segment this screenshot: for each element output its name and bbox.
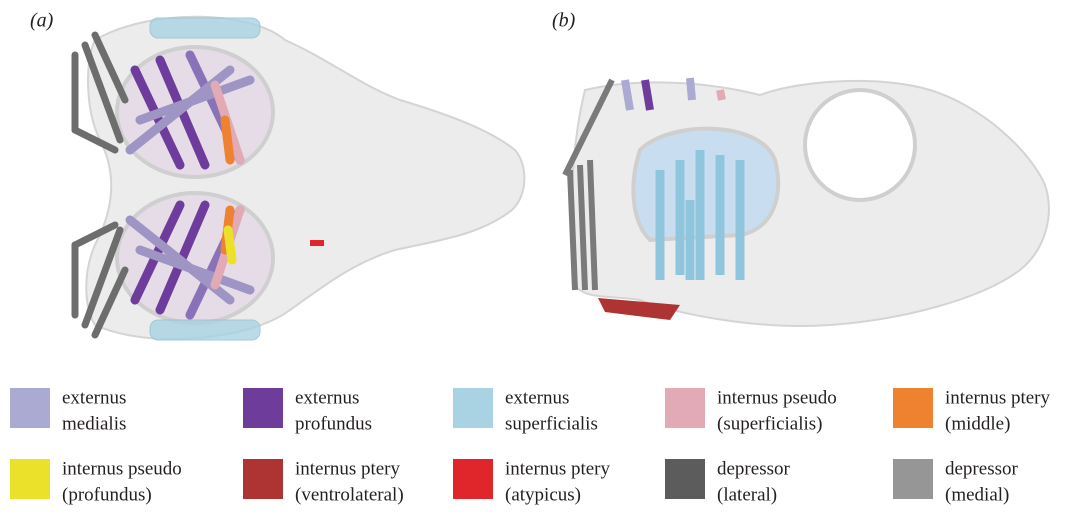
legend-swatch xyxy=(893,459,933,499)
skull-dorsal xyxy=(75,17,524,340)
figure: (a) (b) xyxy=(0,0,1080,512)
legend-label: (atypicus) xyxy=(505,484,581,505)
legend-label: (ventrolateral) xyxy=(295,484,404,505)
legend-swatch xyxy=(665,388,705,428)
legend-swatch xyxy=(665,459,705,499)
legend-label: profundus xyxy=(295,413,372,434)
legend-swatch xyxy=(243,388,283,428)
legend-label: internus ptery xyxy=(945,387,1051,408)
legend-label: (lateral) xyxy=(717,484,777,505)
skull-lateral xyxy=(565,78,1049,326)
legend-label: externus xyxy=(505,387,569,408)
legend-label: internus ptery xyxy=(295,458,401,479)
legend-swatch xyxy=(893,388,933,428)
legend-swatch xyxy=(10,459,50,499)
legend-label: medialis xyxy=(62,413,126,434)
legend-swatch xyxy=(243,459,283,499)
legend-swatch xyxy=(453,388,493,428)
legend-swatch xyxy=(10,388,50,428)
legend-label: superficialis xyxy=(505,413,598,434)
panel-label: (a) xyxy=(30,10,54,32)
legend-label: (profundus) xyxy=(62,484,152,505)
legend-label: depressor xyxy=(717,458,790,479)
legend: externus medialis externus profundus externu… xyxy=(10,387,1051,505)
legend-label: internus pseudo xyxy=(62,458,182,479)
legend-label: (superficialis) xyxy=(717,413,823,434)
legend-swatch xyxy=(453,459,493,499)
legend-label: internus ptery xyxy=(505,458,611,479)
legend-label: depressor xyxy=(945,458,1018,479)
panel-label: (b) xyxy=(552,10,576,32)
legend-label: (middle) xyxy=(945,413,1010,434)
legend-label: (medial) xyxy=(945,484,1009,505)
legend-label: externus xyxy=(62,387,126,408)
legend-label: internus pseudo xyxy=(717,387,837,408)
legend-label: externus xyxy=(295,387,359,408)
